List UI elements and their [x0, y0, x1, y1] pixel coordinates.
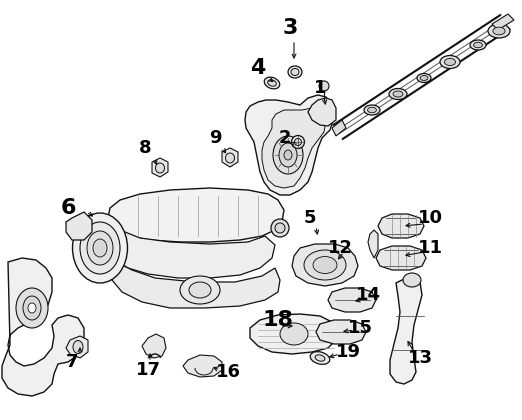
Ellipse shape: [389, 89, 407, 100]
Ellipse shape: [294, 139, 302, 145]
Polygon shape: [376, 246, 426, 270]
Text: 3: 3: [282, 18, 298, 38]
Text: 7: 7: [66, 353, 78, 371]
Ellipse shape: [420, 76, 428, 81]
Ellipse shape: [488, 24, 510, 38]
Ellipse shape: [291, 68, 299, 76]
Ellipse shape: [440, 55, 460, 68]
Ellipse shape: [291, 136, 304, 149]
Ellipse shape: [180, 276, 220, 304]
Polygon shape: [262, 108, 326, 188]
Polygon shape: [222, 148, 238, 167]
Ellipse shape: [16, 288, 48, 328]
Ellipse shape: [393, 91, 403, 97]
Polygon shape: [66, 336, 88, 358]
Text: 8: 8: [139, 139, 151, 157]
Text: 5: 5: [304, 209, 316, 227]
Ellipse shape: [364, 105, 380, 115]
Polygon shape: [492, 14, 514, 30]
Ellipse shape: [226, 153, 234, 163]
Polygon shape: [245, 95, 334, 195]
Polygon shape: [390, 278, 422, 384]
Text: 16: 16: [216, 363, 241, 381]
Ellipse shape: [189, 282, 211, 298]
Polygon shape: [152, 158, 168, 177]
Text: 6: 6: [60, 198, 76, 218]
Text: 14: 14: [355, 286, 381, 304]
Polygon shape: [2, 258, 84, 396]
Polygon shape: [66, 212, 92, 240]
Ellipse shape: [280, 323, 308, 345]
Ellipse shape: [80, 222, 120, 274]
Ellipse shape: [470, 40, 486, 50]
Ellipse shape: [445, 58, 456, 66]
Ellipse shape: [493, 27, 505, 35]
Text: 11: 11: [418, 239, 443, 257]
Ellipse shape: [313, 257, 337, 273]
Text: 9: 9: [209, 129, 221, 147]
Ellipse shape: [367, 107, 376, 113]
Text: 19: 19: [336, 343, 361, 361]
Polygon shape: [308, 98, 336, 126]
Ellipse shape: [271, 219, 289, 237]
Ellipse shape: [304, 250, 346, 280]
Polygon shape: [142, 334, 166, 358]
Polygon shape: [292, 244, 358, 286]
Ellipse shape: [279, 143, 297, 167]
Ellipse shape: [315, 355, 325, 361]
Polygon shape: [378, 214, 424, 238]
Text: 18: 18: [263, 310, 293, 330]
Ellipse shape: [87, 231, 113, 265]
Polygon shape: [108, 188, 284, 242]
Text: 13: 13: [408, 349, 433, 367]
Ellipse shape: [28, 303, 36, 313]
Text: 12: 12: [327, 239, 352, 257]
Text: 10: 10: [418, 209, 443, 227]
Polygon shape: [112, 264, 280, 308]
Polygon shape: [183, 355, 222, 377]
Polygon shape: [368, 230, 378, 258]
Ellipse shape: [310, 352, 330, 364]
Ellipse shape: [93, 239, 107, 257]
Ellipse shape: [275, 223, 285, 233]
Polygon shape: [328, 288, 376, 312]
Ellipse shape: [73, 341, 83, 354]
Text: 15: 15: [348, 319, 373, 337]
Ellipse shape: [268, 80, 276, 86]
Ellipse shape: [264, 77, 280, 89]
Ellipse shape: [473, 42, 482, 48]
Ellipse shape: [73, 213, 127, 283]
Ellipse shape: [23, 296, 41, 320]
Text: 4: 4: [251, 58, 266, 78]
Ellipse shape: [284, 150, 292, 160]
Text: 1: 1: [314, 79, 326, 97]
Ellipse shape: [156, 163, 164, 173]
Polygon shape: [332, 120, 346, 136]
Text: 17: 17: [136, 361, 160, 379]
Ellipse shape: [403, 273, 421, 287]
Ellipse shape: [319, 81, 329, 91]
Ellipse shape: [417, 74, 431, 82]
Ellipse shape: [288, 66, 302, 78]
Text: 2: 2: [279, 129, 291, 147]
Polygon shape: [108, 230, 275, 278]
Polygon shape: [250, 314, 338, 354]
Ellipse shape: [273, 136, 303, 174]
Polygon shape: [316, 320, 366, 344]
